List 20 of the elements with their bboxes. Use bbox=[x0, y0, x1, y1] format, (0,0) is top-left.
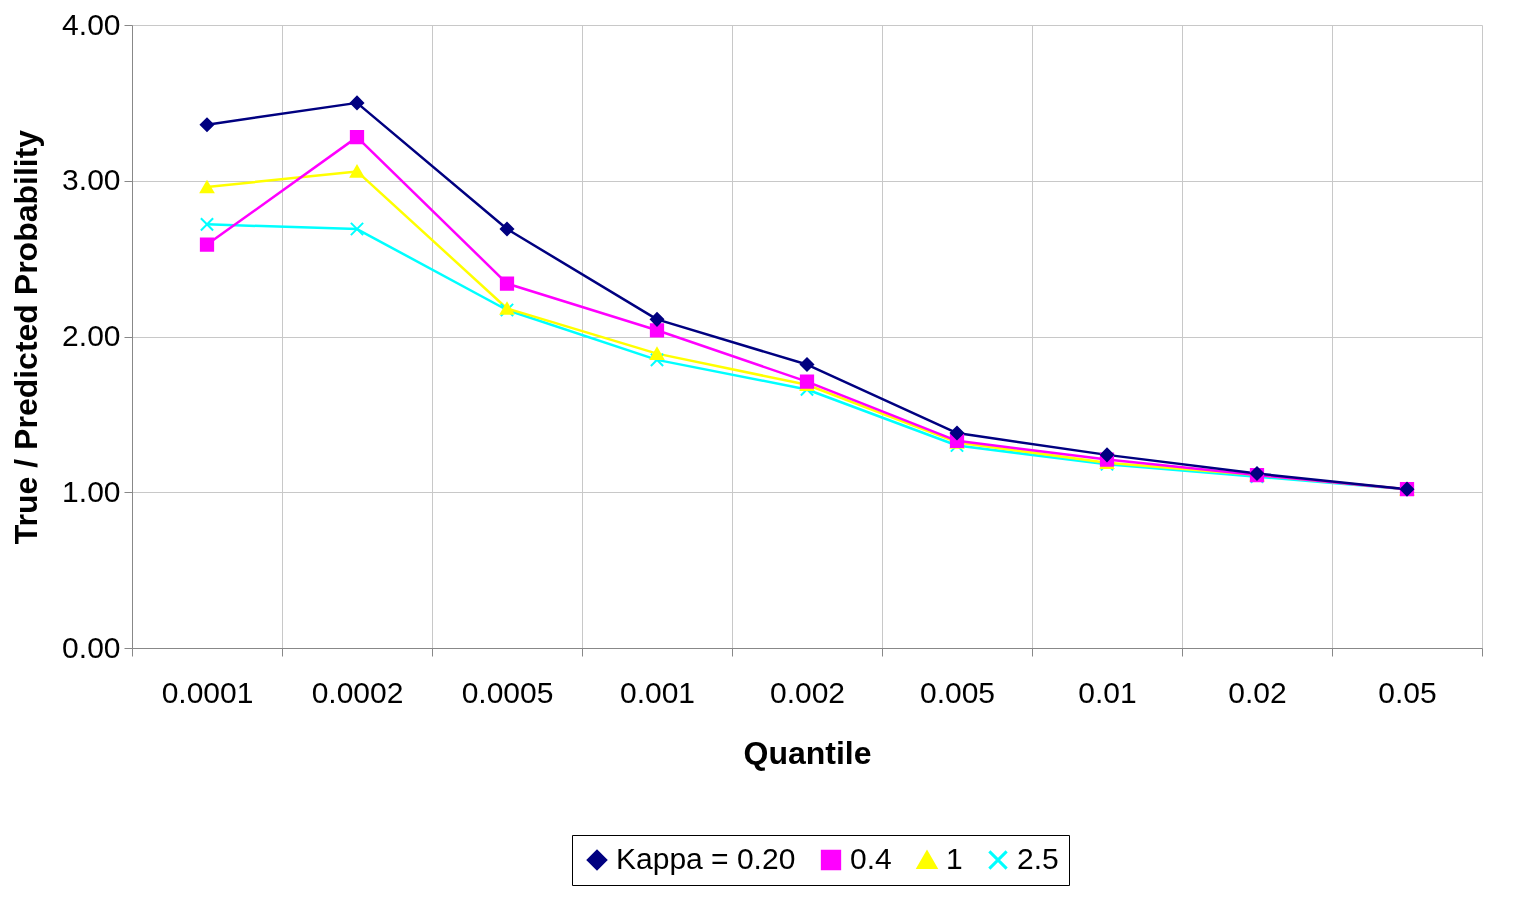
x-tick-label: 0.0002 bbox=[311, 675, 404, 709]
legend-label: 0.4 bbox=[850, 842, 892, 875]
legend-label: 1 bbox=[946, 842, 963, 875]
x-tick-label: 0.05 bbox=[1378, 675, 1437, 709]
x-tick-label: 0.001 bbox=[619, 675, 696, 709]
y-tick-label: 3.00 bbox=[62, 163, 121, 197]
y-axis-title: True / Predicted Probability bbox=[8, 129, 45, 545]
y-tick-label: 4.00 bbox=[62, 7, 121, 41]
x-tick-label: 0.0005 bbox=[461, 675, 554, 709]
x-axis-title: Quantile bbox=[743, 734, 872, 771]
y-tick-label: 0.00 bbox=[62, 630, 121, 664]
x-tick-label: 0.002 bbox=[769, 675, 846, 709]
x-tick-label: 0.01 bbox=[1078, 675, 1137, 709]
x-tick-label: 0.005 bbox=[919, 675, 996, 709]
x-tick-label: 0.02 bbox=[1228, 675, 1287, 709]
y-tick-label: 2.00 bbox=[62, 319, 121, 352]
legend-label: Kappa = 0.20 bbox=[616, 842, 796, 875]
y-tick-label: 1.00 bbox=[62, 474, 121, 508]
legend-label: 2.5 bbox=[1017, 842, 1059, 875]
x-tick-label: 0.0001 bbox=[161, 675, 254, 709]
